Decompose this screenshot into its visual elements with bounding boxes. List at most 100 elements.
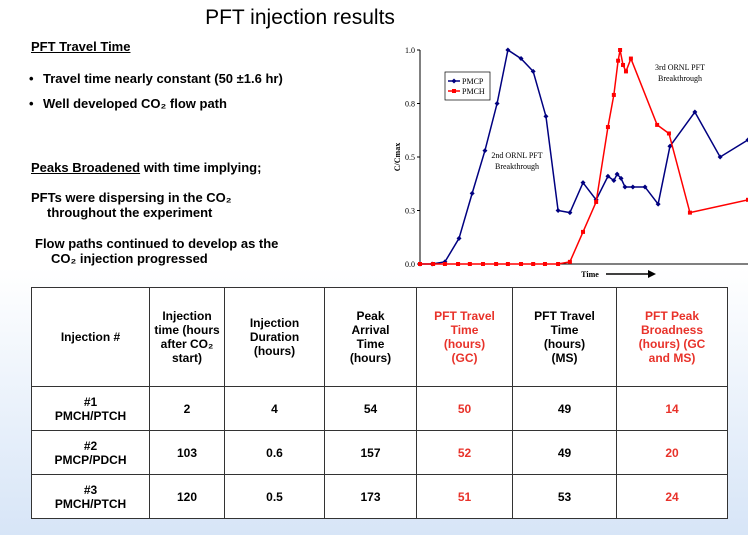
table-cell: 53 — [512, 474, 617, 519]
table-cell: 157 — [324, 430, 417, 475]
point — [621, 62, 626, 67]
annotation: 3rd ORNL PFT — [655, 63, 705, 72]
point — [518, 56, 524, 62]
bullet: Travel time nearly constant (50 ±1.6 hr) — [29, 71, 283, 86]
table-cell: 173 — [324, 474, 417, 519]
point — [480, 262, 485, 266]
annotation: 2nd ORNL PFT — [491, 151, 542, 160]
underlined: Peaks Broadened — [31, 160, 141, 175]
table-cell: 2 — [149, 386, 225, 431]
annotation: Breakthrough — [658, 74, 702, 83]
point — [611, 178, 617, 184]
table-cell: #2 PMCP/PDCH — [31, 430, 150, 475]
legend-marker — [452, 89, 456, 93]
point — [567, 210, 573, 216]
point — [667, 143, 673, 149]
point: PFTs were dispersing in the CO₂ througho… — [31, 190, 232, 220]
table-cell: 20 — [616, 430, 728, 475]
results-table: Injection # Injection time (hours after C… — [31, 287, 728, 519]
point — [567, 259, 572, 264]
point: Flow paths continued to develop as the C… — [35, 236, 279, 266]
slide-title: PFT injection results — [205, 6, 395, 29]
point — [655, 201, 661, 207]
table-row: #1 PMCH/PTCH 2 4 54 50 49 14 — [31, 386, 728, 431]
y-tick-label: 0.3 — [405, 207, 415, 216]
point — [530, 68, 536, 74]
table-cell: Peak Arrival Time (hours) — [324, 287, 417, 387]
point — [456, 235, 462, 241]
series-line — [420, 49, 748, 265]
point — [687, 210, 692, 215]
table-cell: #3 PMCH/PTCH — [31, 474, 150, 519]
point — [467, 262, 472, 266]
point — [494, 262, 499, 266]
point — [519, 262, 524, 266]
table-cell: 24 — [616, 474, 728, 519]
table-cell: 120 — [149, 474, 225, 519]
point — [505, 47, 511, 53]
table-cell: 54 — [324, 386, 417, 431]
y-axis-label: C/Cmax — [393, 143, 402, 171]
point — [618, 175, 624, 181]
arrow-head — [648, 270, 656, 278]
table-cell: Injection time (hours after CO₂ start) — [149, 287, 225, 387]
point — [456, 262, 461, 266]
point — [442, 262, 447, 266]
table-row: #3 PMCH/PTCH 120 0.5 173 51 53 24 — [31, 474, 728, 519]
point — [542, 262, 547, 266]
point — [745, 137, 748, 143]
bullet: Well developed CO₂ flow path — [29, 96, 227, 111]
point — [717, 154, 723, 160]
y-tick-label: 0.8 — [405, 100, 415, 109]
heading: PFT Travel Time — [31, 39, 131, 54]
annotation: Breakthrough — [495, 162, 539, 171]
point — [614, 171, 620, 177]
point — [482, 148, 488, 154]
point — [623, 69, 628, 74]
legend-label: PMCH — [462, 87, 485, 96]
point — [692, 109, 698, 115]
point — [628, 56, 633, 61]
point — [655, 122, 660, 127]
point — [581, 229, 586, 234]
table-cell: PFT Travel Time (hours) (MS) — [512, 287, 617, 387]
point — [605, 125, 610, 130]
point — [630, 184, 636, 190]
table-cell: PFT Peak Broadness (hours) (GC and MS) — [616, 287, 728, 387]
y-tick-label: 0.0 — [405, 260, 415, 269]
x-axis-label: Time — [581, 270, 599, 279]
table-cell: 103 — [149, 430, 225, 475]
text: with time implying; — [140, 160, 262, 175]
point — [642, 184, 648, 190]
point — [556, 262, 561, 266]
paragraph: Peaks Broadened with time implying; — [31, 160, 261, 175]
point — [431, 262, 436, 266]
point — [605, 173, 611, 179]
table-row: Injection # Injection time (hours after C… — [31, 287, 728, 387]
table-cell: #1 PMCH/PTCH — [31, 386, 150, 431]
table-cell: 0.6 — [224, 430, 325, 475]
table-cell: 0.5 — [224, 474, 325, 519]
table-cell: PFT Travel Time (hours) (GC) — [416, 287, 513, 387]
table-cell: 50 — [416, 386, 513, 431]
legend-label: PMCP — [462, 77, 484, 86]
point — [555, 208, 561, 213]
point — [494, 101, 500, 106]
point — [469, 190, 475, 196]
table-cell: Injection # — [31, 287, 150, 387]
point — [616, 58, 621, 63]
point — [666, 131, 671, 136]
point — [622, 184, 628, 190]
y-tick-label: 0.5 — [405, 153, 415, 162]
table-cell: 49 — [512, 430, 617, 475]
point — [611, 92, 616, 97]
point — [531, 262, 536, 266]
point — [418, 262, 422, 266]
point — [618, 48, 623, 52]
point — [594, 199, 599, 204]
point — [543, 113, 549, 119]
table-cell: 14 — [616, 386, 728, 431]
legend-box — [444, 71, 491, 101]
